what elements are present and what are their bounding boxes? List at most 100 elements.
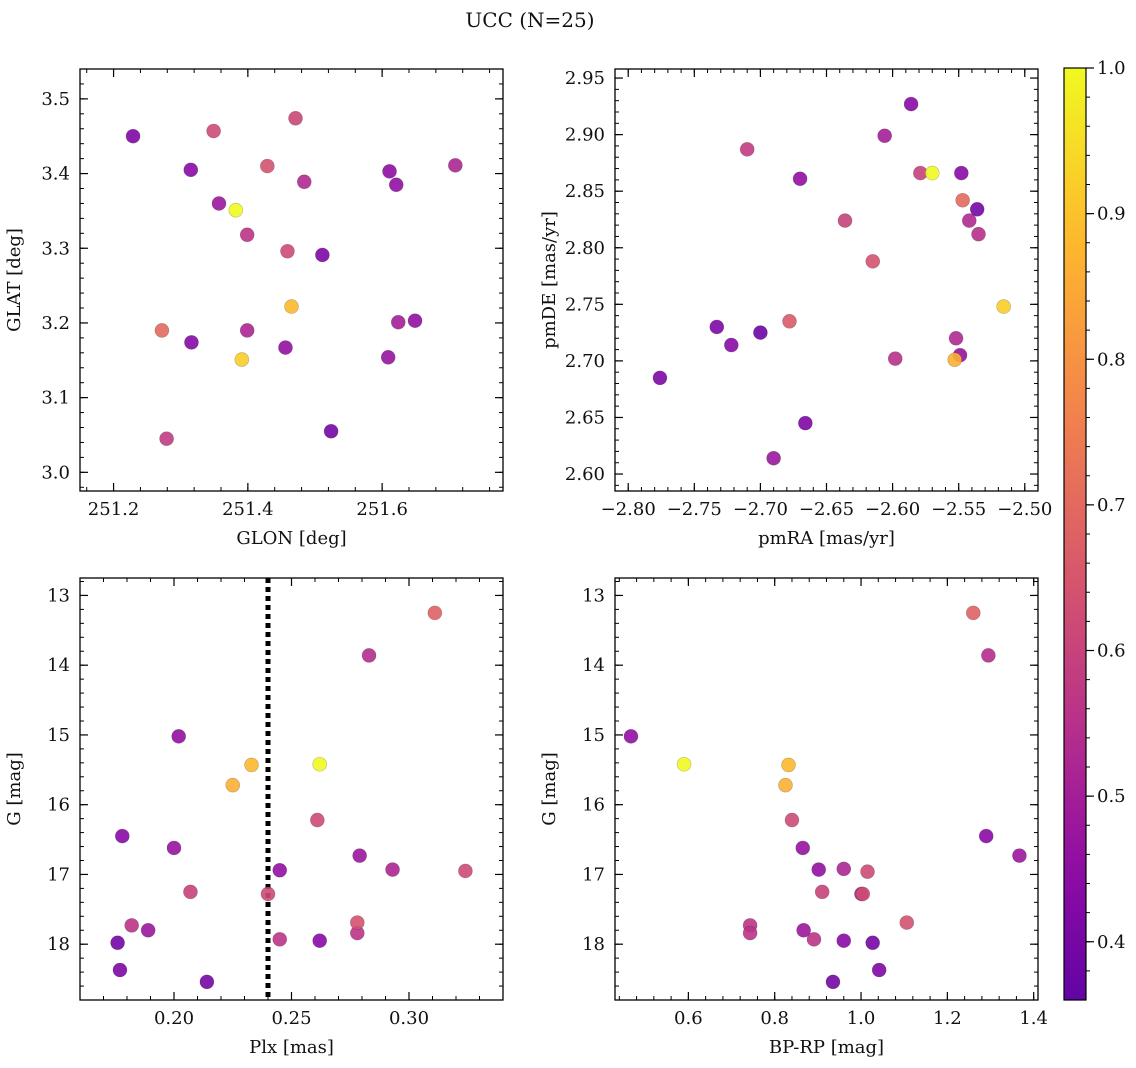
data-point xyxy=(969,201,985,217)
data-point xyxy=(899,915,915,930)
data-point xyxy=(380,350,396,365)
data-point xyxy=(288,110,303,126)
data-point xyxy=(199,974,215,990)
data-point xyxy=(352,848,367,863)
data-point xyxy=(278,340,293,355)
data-point xyxy=(390,314,406,330)
data-point xyxy=(814,884,830,900)
y-tick-label: 2.70 xyxy=(565,351,605,372)
panel-3: 0.20 0.25 0.30 13 14 15 16 17 18 Plx [mas] G [mag] xyxy=(4,577,504,1058)
data-point xyxy=(244,757,259,773)
data-point xyxy=(407,313,423,329)
y-axis-label: G [mag] xyxy=(539,752,560,825)
data-point xyxy=(112,962,128,978)
colorbar-tick-label: 0.6 xyxy=(1097,641,1126,662)
data-point xyxy=(166,840,182,856)
axes-frame xyxy=(79,68,504,492)
x-tick-label: −2.80 xyxy=(601,499,656,520)
data-point xyxy=(239,227,255,243)
data-point xyxy=(228,202,244,218)
y-tick-label: 3.5 xyxy=(41,89,70,110)
data-point xyxy=(792,171,808,187)
data-point xyxy=(382,164,397,179)
data-point xyxy=(798,415,813,431)
data-point xyxy=(211,196,227,211)
y-tick-label: 17 xyxy=(582,864,605,885)
data-point xyxy=(825,974,841,990)
data-point xyxy=(954,165,969,181)
data-point xyxy=(742,925,758,941)
data-point xyxy=(955,192,970,208)
data-point xyxy=(865,254,881,269)
data-point xyxy=(782,313,797,329)
data-point xyxy=(796,922,811,938)
y-tick-label: 18 xyxy=(582,934,605,955)
y-tick-label: 2.65 xyxy=(565,407,605,428)
y-tick-label: 13 xyxy=(582,585,605,606)
y-axis-label: GLAT [deg] xyxy=(4,228,25,332)
data-point xyxy=(234,352,250,367)
data-point xyxy=(766,450,781,466)
x-tick-label: −2.50 xyxy=(997,499,1052,520)
y-axis-label: pmDE [mas/yr] xyxy=(539,211,560,349)
y-tick-label: 3.1 xyxy=(41,388,70,409)
data-point xyxy=(836,933,852,949)
y-tick-label: 17 xyxy=(47,864,70,885)
x-tick-label: 0.25 xyxy=(271,1008,311,1029)
data-point xyxy=(315,247,330,263)
data-point xyxy=(795,840,811,856)
panel-1: 251.2 251.4 251.6 3.0 3.1 3.2 3.3 3.4 3.5 GLON [d… xyxy=(4,68,504,549)
data-point xyxy=(871,962,887,978)
data-point xyxy=(361,648,377,663)
data-point xyxy=(1012,848,1027,863)
colorbar-tick-label: 1.0 xyxy=(1097,58,1126,79)
data-point xyxy=(903,96,919,112)
data-point xyxy=(310,812,325,828)
data-point xyxy=(124,918,139,933)
data-point xyxy=(676,756,692,772)
x-tick-label: 0.8 xyxy=(760,1008,789,1029)
data-point xyxy=(806,932,822,947)
data-point xyxy=(115,828,130,844)
data-point xyxy=(739,142,755,157)
data-point xyxy=(272,932,288,947)
data-point xyxy=(961,213,977,228)
x-tick-label: 0.6 xyxy=(674,1008,703,1029)
colorbar: 0.4 0.5 0.6 0.7 0.8 0.9 1.0 xyxy=(1063,58,1126,1001)
data-point xyxy=(206,123,221,139)
data-point xyxy=(284,299,299,314)
panel-2: −2.80 −2.75 −2.70 −2.65 −2.60 −2.55 −2.50 2.60 2… xyxy=(539,68,1052,549)
y-tick-label: 3.3 xyxy=(41,238,70,259)
data-point xyxy=(981,648,996,663)
data-point xyxy=(836,861,852,877)
y-tick-label: 2.60 xyxy=(565,464,605,485)
data-point xyxy=(183,162,199,178)
data-point xyxy=(965,605,981,621)
data-point xyxy=(709,319,725,335)
data-point xyxy=(458,863,473,879)
data-point xyxy=(924,165,940,181)
data-point xyxy=(996,299,1011,314)
data-point xyxy=(140,922,156,938)
y-tick-label: 2.85 xyxy=(565,181,605,202)
data-point xyxy=(652,370,668,386)
x-axis-label: pmRA [mas/yr] xyxy=(758,528,895,549)
x-tick-label: 251.4 xyxy=(222,499,274,520)
y-tick-label: 14 xyxy=(47,655,70,676)
x-tick-label: −2.60 xyxy=(865,499,920,520)
colorbar-tick-label: 0.5 xyxy=(1097,786,1126,807)
x-axis-label: Plx [mas] xyxy=(249,1037,334,1058)
x-tick-label: 1.2 xyxy=(933,1008,962,1029)
data-point xyxy=(971,226,986,242)
data-point xyxy=(385,862,400,877)
data-point xyxy=(184,335,199,350)
data-point xyxy=(159,431,174,447)
colorbar-tick-label: 0.4 xyxy=(1097,932,1126,953)
y-tick-label: 15 xyxy=(582,725,605,746)
data-point xyxy=(280,243,295,259)
data-point xyxy=(887,351,903,366)
data-point xyxy=(860,864,875,879)
x-tick-label: 1.4 xyxy=(1019,1008,1048,1029)
data-point xyxy=(154,323,170,338)
